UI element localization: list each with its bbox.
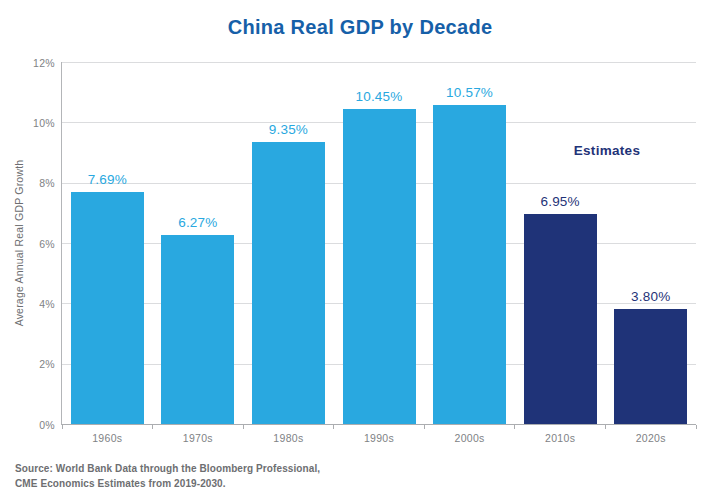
x-axis-tick bbox=[152, 425, 153, 429]
bar-1970s bbox=[161, 235, 234, 424]
bar-1960s bbox=[71, 192, 144, 424]
y-tick-label-0%: 0% bbox=[39, 418, 55, 432]
value-label-2020s: 3.80% bbox=[631, 289, 670, 304]
bars: 7.69% 6.27% 9.35% 10.45% 10.57% 6.95% 3.80% bbox=[62, 62, 696, 424]
plot-area: 7.69% 6.27% 9.35% 10.45% 10.57% 6.95% 3.80% bbox=[61, 62, 696, 425]
x-axis-tick bbox=[424, 425, 425, 429]
chart-canvas: China Real GDP by Decade Average Annual … bbox=[0, 0, 720, 500]
source-note: Source: World Bank Data through the Bloo… bbox=[15, 461, 320, 491]
bar-1990s bbox=[343, 109, 416, 424]
value-label-1960s: 7.69% bbox=[88, 172, 127, 187]
value-label-1980s: 9.35% bbox=[269, 122, 308, 137]
value-label-1990s: 10.45% bbox=[356, 89, 403, 104]
y-axis-tick-labels: 0%2%4%6%8%10%12% bbox=[0, 62, 55, 425]
chart-title: China Real GDP by Decade bbox=[0, 16, 720, 39]
x-tick-label-1990s: 1990s bbox=[364, 432, 394, 444]
x-axis-ticks bbox=[62, 425, 696, 429]
value-label-1970s: 6.27% bbox=[178, 215, 217, 230]
bar-1980s bbox=[252, 142, 325, 424]
bar-2020s bbox=[614, 309, 687, 424]
value-label-2010s: 6.95% bbox=[541, 194, 580, 209]
value-label-2000s: 10.57% bbox=[446, 85, 493, 100]
y-tick-label-2%: 2% bbox=[39, 357, 55, 371]
x-tick-label-2000s: 2000s bbox=[455, 432, 485, 444]
y-tick-label-8%: 8% bbox=[39, 176, 55, 190]
y-tick-label-4%: 4% bbox=[39, 297, 55, 311]
x-tick-label-1970s: 1970s bbox=[183, 432, 213, 444]
source-line-1: Source: World Bank Data through the Bloo… bbox=[15, 461, 320, 476]
x-tick-label-2020s: 2020s bbox=[636, 432, 666, 444]
x-axis-tick bbox=[696, 425, 697, 429]
x-axis-tick-labels: 1960s 1970s 1980s 1990s 2000s 2010s 2020s bbox=[62, 432, 696, 446]
x-axis-tick bbox=[333, 425, 334, 429]
y-tick-label-10%: 10% bbox=[33, 116, 55, 130]
x-tick-label-1960s: 1960s bbox=[92, 432, 122, 444]
y-tick-label-6%: 6% bbox=[39, 237, 55, 251]
bar-2010s bbox=[524, 214, 597, 424]
x-axis-tick bbox=[62, 425, 63, 429]
x-tick-label-1980s: 1980s bbox=[273, 432, 303, 444]
y-tick-label-12%: 12% bbox=[33, 56, 55, 70]
bar-2000s bbox=[433, 105, 506, 424]
x-axis-tick bbox=[605, 425, 606, 429]
source-line-2: CME Economics Estimates from 2019-2030. bbox=[15, 476, 320, 491]
x-tick-label-2010s: 2010s bbox=[545, 432, 575, 444]
x-axis-tick bbox=[514, 425, 515, 429]
estimates-annotation: Estimates bbox=[574, 143, 640, 158]
x-axis-tick bbox=[243, 425, 244, 429]
